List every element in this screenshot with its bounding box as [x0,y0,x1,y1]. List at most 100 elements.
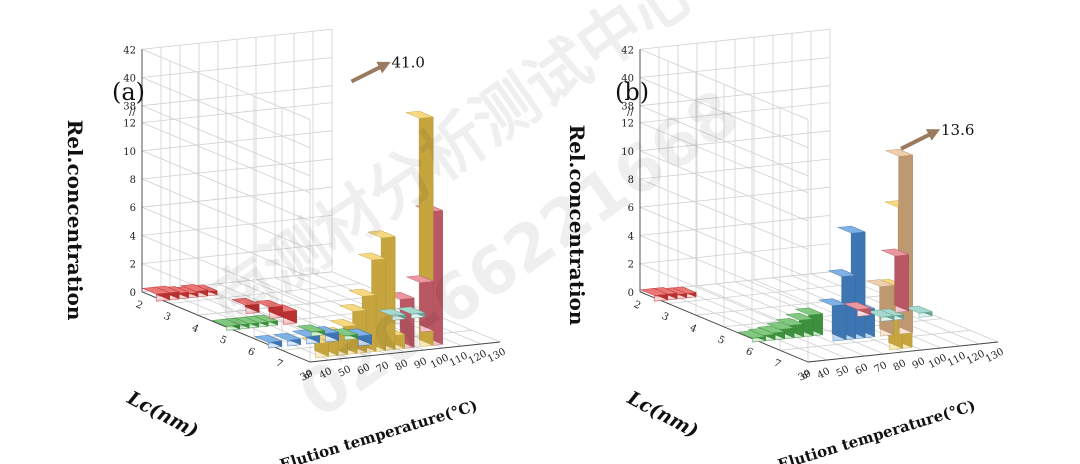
bar-top [348,288,377,297]
z-tick-label: 38 [621,102,634,113]
bar [180,284,208,298]
bar [255,299,283,319]
grid-line [141,158,333,180]
y-tick-label: 3 [660,311,670,324]
x-tick-label: 80 [394,358,410,374]
y-tick-label: 4 [190,323,200,336]
bar [273,332,301,347]
x-tick-label: 110 [448,350,470,369]
panel-label: (b) [615,78,649,106]
y-axis-line [141,291,311,363]
x-tick-label: 110 [946,350,968,369]
panel-label: (a) [112,78,145,106]
grid-line [639,48,809,120]
bar [881,248,909,313]
x-tick-label: 100 [927,352,949,371]
bar-top [254,334,282,343]
bar-top [738,330,766,339]
bar-top [405,110,434,119]
bar [818,298,847,342]
x-tick-label: 80 [892,358,908,374]
y-tick-label: 2 [134,299,144,312]
grid-line [141,130,333,152]
bar [250,314,278,327]
grid-line [141,28,333,50]
bar-side [894,248,909,312]
bars [640,148,933,351]
bar-top [142,286,170,295]
y-tick-label: 5 [716,334,726,347]
bar-top [795,307,823,316]
callout: 41.0 [350,53,425,84]
z-tick-label: 38 [123,102,136,113]
grid-line [141,85,333,107]
bar-top [273,332,301,341]
z-tick-label: 8 [130,175,136,186]
y-tick-label: 6 [246,346,256,359]
grid-line [639,28,831,50]
x-tick-label: 120 [467,348,489,367]
grid-line [141,178,311,250]
grid-line [639,186,831,208]
grid-line [141,215,333,236]
bar-top [818,298,847,307]
x-axis-label: Elution temperature(°C) [776,397,978,464]
bar-top [866,279,894,287]
x-tick-label: 40 [318,366,334,382]
z-tick-label: 6 [628,203,634,214]
z-tick-label: 4 [130,231,136,242]
x-tick-label: 60 [854,362,870,378]
grid-line [197,294,389,316]
grid-line [639,235,809,306]
x-tick-label: 50 [337,364,353,380]
grid-line [141,48,311,120]
y-tick-label: 6 [744,346,754,359]
x-axis-line [807,341,999,363]
callout-arrow [350,63,385,84]
z-tick-label: 8 [628,175,634,186]
bar-top [885,148,913,157]
bar-top [828,269,856,277]
y-tick-label: 7 [772,358,782,371]
bar [297,324,325,337]
y-tick-label: 8 [800,369,810,382]
bar-top [339,303,367,312]
grid-line [141,77,311,149]
z-tick-label: 12 [621,119,634,130]
bar-top [866,309,895,318]
bar-top [212,318,240,327]
y-axis-label: Lc(nm) [623,386,702,442]
y-tick-label: 3 [162,311,172,324]
bar-top [904,305,933,314]
grid-line [639,105,809,177]
z-tick-label: 42 [123,45,136,56]
bar-top [785,312,814,321]
callout-value: 41.0 [392,53,425,71]
x-tick-label: 30 [797,368,813,384]
bar [142,286,170,302]
x-tick-label: 90 [911,356,927,372]
bar [866,309,895,322]
grid-line [639,122,809,194]
bar-side [879,279,894,336]
x-tick-label: 70 [873,360,889,376]
z-tick-label: 2 [130,260,136,271]
grid-line [639,215,831,236]
callout-arrowhead [925,129,941,141]
x-tick-label: 130 [486,346,508,365]
grid-line [639,158,831,180]
bar [397,306,425,319]
bar [904,305,933,318]
x-tick-label: 130 [984,346,1006,365]
z-tick-label: 12 [123,119,136,130]
bar-top [881,248,909,257]
grid-line [141,150,311,222]
z-tick-label: 42 [621,45,634,56]
y-tick-label: 7 [274,358,284,371]
bar-top [837,225,866,234]
bar-top [843,301,871,310]
grid-line [141,186,333,208]
grid-line [141,263,311,335]
